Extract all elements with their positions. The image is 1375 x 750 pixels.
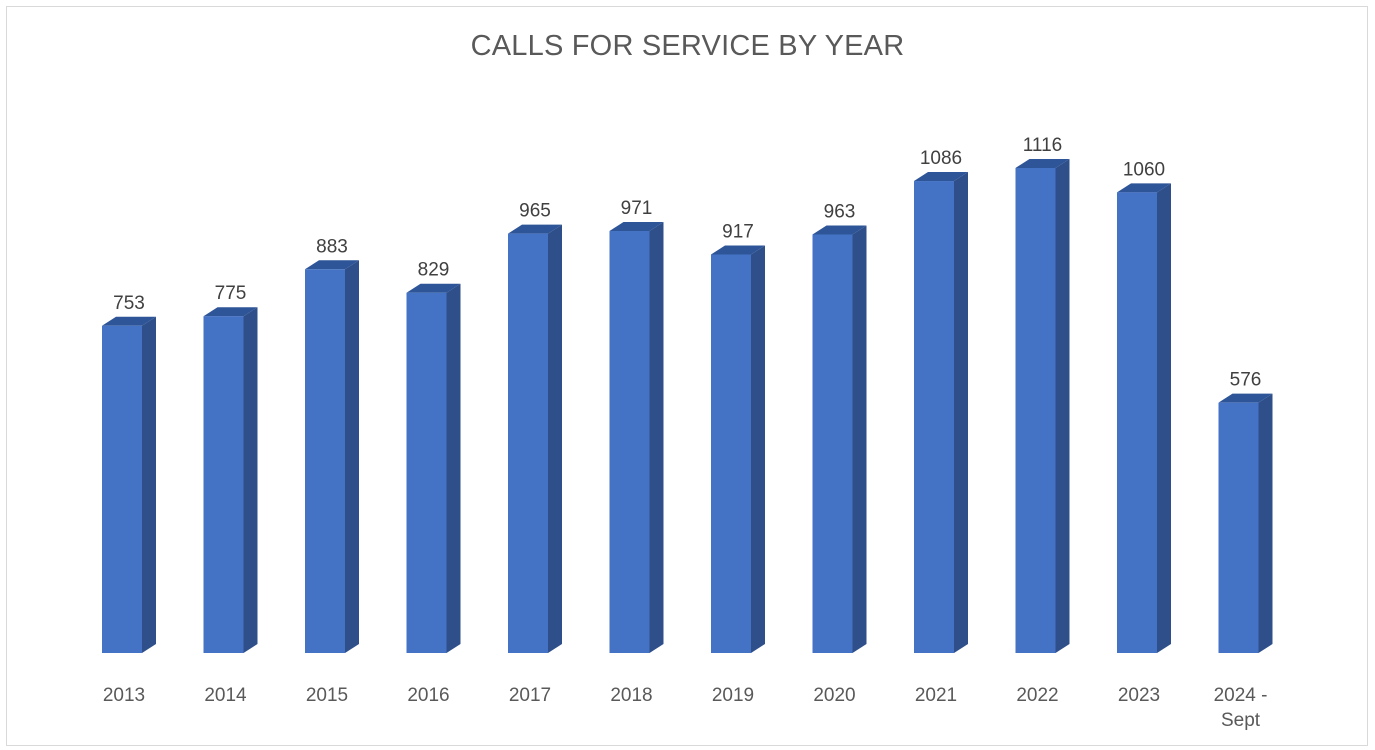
bar-side-2017 [548, 224, 562, 654]
data-label-2023: 1060 [1123, 159, 1165, 180]
x-tick-label-2023: 2023 [1118, 685, 1160, 706]
bar-2016 [406, 283, 461, 653]
bar-2019 [711, 245, 765, 653]
bar-2021 [914, 172, 968, 653]
bar-side-2016 [446, 283, 461, 653]
bar-top-2016 [406, 283, 461, 293]
bar-top-2018 [609, 222, 664, 232]
bar-side-2024-sept [1258, 393, 1273, 653]
bar-2020 [812, 225, 867, 653]
bar-front-2020 [812, 234, 853, 653]
bar-2022 [1015, 159, 1070, 653]
bar-front-2021 [914, 181, 954, 653]
bar-front-2015 [305, 269, 345, 653]
chart-title: CALLS FOR SERVICE BY YEAR [470, 30, 905, 62]
x-tick-label-2022: 2022 [1016, 685, 1058, 706]
data-label-2016: 829 [418, 260, 450, 281]
bar-2024-sept [1218, 393, 1273, 653]
x-tick-label-2018: 2018 [610, 685, 652, 706]
bar-2013 [102, 316, 156, 653]
bar-front-2013 [102, 325, 142, 653]
x-tick-label-2020: 2020 [813, 685, 855, 706]
bar-top-2014 [203, 307, 258, 317]
data-label-2021: 1086 [920, 148, 962, 169]
bar-front-2016 [406, 292, 447, 653]
data-label-2017: 965 [519, 201, 551, 222]
bar-side-2019 [751, 245, 765, 653]
bar-2015 [305, 260, 359, 653]
bar-front-2023 [1117, 192, 1157, 653]
bar-top-2013 [102, 316, 156, 326]
bar-2017 [508, 224, 562, 654]
bar-front-2018 [609, 231, 650, 653]
bar-2018 [609, 222, 664, 653]
bar-side-2022 [1055, 159, 1070, 653]
bar-top-2023 [1117, 183, 1171, 193]
bar-top-2022 [1015, 159, 1070, 168]
bar-side-2014 [243, 307, 258, 653]
x-tick-label-2017: 2017 [509, 685, 551, 706]
bar-2023 [1117, 183, 1171, 653]
x-tick-label-2021: 2021 [915, 685, 957, 706]
x-tick-label-2014: 2014 [204, 685, 247, 706]
data-label-2020: 963 [824, 201, 856, 222]
x-tick-label-2024-sept: 2024 -Sept [1214, 685, 1268, 731]
bar-top-2021 [914, 172, 968, 182]
bar-side-2020 [852, 225, 867, 653]
bar-front-2019 [711, 254, 751, 653]
data-label-2018: 971 [621, 198, 653, 219]
bar-front-2024-sept [1218, 402, 1259, 653]
data-label-2014: 775 [215, 283, 247, 304]
x-tick-label-2013: 2013 [103, 685, 145, 706]
bar-side-2018 [649, 222, 664, 653]
bar-front-2014 [203, 316, 244, 653]
bar-2014 [203, 307, 258, 653]
bar-side-2023 [1157, 183, 1171, 653]
bar-top-2020 [812, 225, 867, 235]
x-tick-label-2016: 2016 [407, 685, 449, 706]
bar-side-2015 [345, 260, 359, 653]
x-tick-label-2015: 2015 [306, 685, 348, 706]
data-label-2013: 753 [113, 293, 145, 314]
bar-front-2022 [1015, 168, 1056, 653]
data-label-2015: 883 [316, 236, 348, 257]
bar-top-2024-sept [1218, 393, 1273, 403]
data-label-2019: 917 [722, 221, 754, 242]
bar-side-2013 [142, 316, 156, 653]
x-tick-label-2019: 2019 [712, 685, 754, 706]
data-label-2024-sept: 576 [1230, 370, 1262, 391]
bar-top-2019 [711, 245, 765, 255]
bar-side-2021 [954, 172, 968, 653]
bar-front-2017 [508, 233, 548, 654]
data-label-2022: 1116 [1023, 135, 1062, 156]
bar-top-2015 [305, 260, 359, 270]
bar-top-2017 [508, 224, 562, 234]
